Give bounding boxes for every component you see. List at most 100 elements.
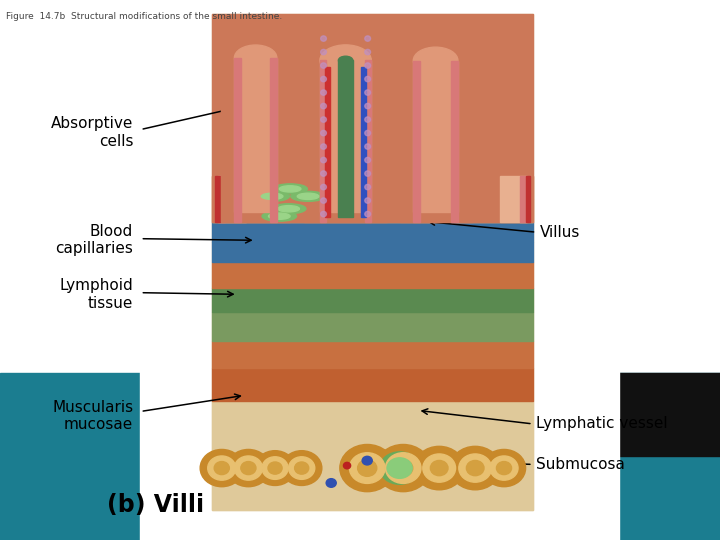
Bar [338,60,353,217]
Ellipse shape [320,45,372,76]
Ellipse shape [320,76,326,82]
Bar [500,176,527,222]
Bar [619,373,720,456]
Ellipse shape [304,22,387,78]
Ellipse shape [365,90,371,95]
Ellipse shape [282,451,322,485]
Ellipse shape [255,191,289,201]
Bar [218,176,225,222]
Ellipse shape [349,453,385,483]
Ellipse shape [365,198,371,203]
Bar [212,288,533,312]
Bar [413,60,420,222]
Ellipse shape [326,478,336,487]
Bar [365,60,372,222]
Ellipse shape [320,211,326,217]
Ellipse shape [222,24,289,70]
Ellipse shape [338,56,353,64]
Text: Villus: Villus [540,225,580,240]
Text: Muscularis
mucosae: Muscularis mucosae [52,400,133,432]
Bar [212,368,533,401]
Ellipse shape [365,36,371,41]
Ellipse shape [320,63,326,68]
Ellipse shape [365,130,371,136]
Bar [270,58,276,222]
Ellipse shape [320,49,326,55]
Ellipse shape [320,171,326,176]
Text: Lymphoid
tissue: Lymphoid tissue [60,278,133,310]
Bar [304,50,387,222]
Bar [520,176,527,222]
Bar [619,373,720,540]
Ellipse shape [320,130,326,136]
Text: (b) Villi: (b) Villi [107,494,204,517]
Ellipse shape [278,206,300,212]
Ellipse shape [365,76,371,82]
Bar [0,373,140,540]
Ellipse shape [268,462,282,474]
Ellipse shape [365,63,371,68]
Ellipse shape [279,186,301,192]
Bar [320,60,326,222]
Ellipse shape [490,456,518,480]
Text: Lymphatic vessel: Lymphatic vessel [536,416,668,431]
Bar [140,11,619,540]
Ellipse shape [340,444,395,491]
Bar [413,60,458,212]
Bar [212,401,533,510]
Bar [212,14,533,510]
Bar [218,176,246,222]
Bar [361,66,366,217]
Ellipse shape [431,461,448,476]
Ellipse shape [400,26,472,75]
Ellipse shape [376,444,431,491]
Ellipse shape [482,449,526,487]
Ellipse shape [320,198,326,203]
Ellipse shape [262,457,288,480]
Ellipse shape [423,454,456,482]
Ellipse shape [200,449,243,487]
Ellipse shape [459,454,492,482]
Ellipse shape [208,456,236,480]
Ellipse shape [394,460,413,476]
Bar [451,60,458,222]
Ellipse shape [358,460,377,476]
Ellipse shape [289,457,315,480]
Bar [212,312,533,341]
Ellipse shape [365,171,371,176]
Bar [526,176,530,222]
Ellipse shape [320,144,326,149]
Bar [212,199,533,222]
Ellipse shape [262,211,297,221]
Ellipse shape [365,103,371,109]
Ellipse shape [294,462,309,474]
Ellipse shape [365,117,371,122]
Bar [212,222,533,242]
Ellipse shape [365,184,371,190]
Ellipse shape [271,204,306,214]
Ellipse shape [467,461,484,476]
Bar [212,242,533,262]
Bar [212,176,533,199]
Ellipse shape [320,184,326,190]
Ellipse shape [320,157,326,163]
Ellipse shape [450,447,500,490]
Ellipse shape [387,458,413,478]
Text: Absorptive
cells: Absorptive cells [51,116,133,148]
Ellipse shape [273,184,307,194]
Ellipse shape [320,90,326,95]
Ellipse shape [227,449,270,487]
Bar [222,47,289,222]
Ellipse shape [365,144,371,149]
Ellipse shape [380,452,419,484]
Ellipse shape [269,213,290,219]
Ellipse shape [235,45,276,70]
Ellipse shape [362,456,372,465]
Ellipse shape [215,462,229,475]
Ellipse shape [320,36,326,41]
Ellipse shape [385,453,421,483]
Ellipse shape [365,49,371,55]
Ellipse shape [320,117,326,122]
Bar [320,60,372,212]
Ellipse shape [343,462,351,469]
